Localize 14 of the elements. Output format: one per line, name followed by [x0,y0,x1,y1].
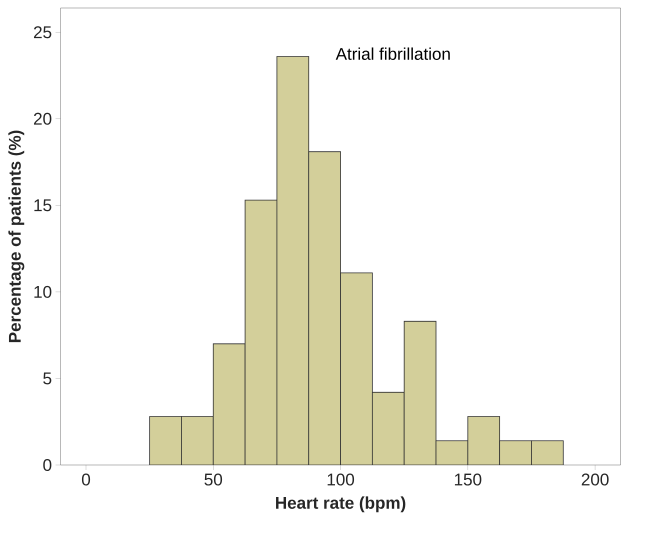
y-tick-label: 15 [34,199,52,212]
y-tick-label: 25 [34,26,52,38]
y-tick-label: 20 [34,112,52,125]
x-axis-title: Heart rate (bpm) [276,496,406,512]
y-tick-label: 0 [43,458,52,472]
y-tick-label: 5 [43,372,52,384]
x-tick-label: 100 [328,474,354,486]
y-axis-title: Percentage of patients (%) [8,130,24,342]
annotation: Atrial fibrillation [336,47,450,60]
y-tick-label: 10 [34,286,52,298]
x-tick-label: 200 [582,474,609,486]
x-tick-label: 150 [454,474,482,486]
x-tick-label: 50 [204,474,222,486]
x-tick-label: 0 [82,474,90,486]
